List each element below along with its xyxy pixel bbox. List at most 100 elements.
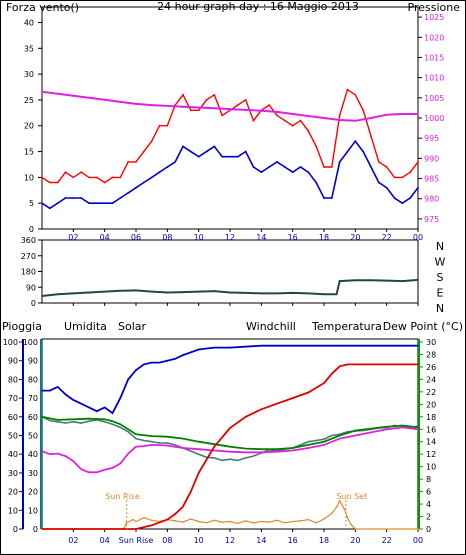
solar-line-point [315, 521, 317, 524]
panel3-rain-tick-label: 80 [28, 375, 38, 384]
pressure-line-point [260, 109, 263, 112]
wind-speed-line-point [189, 109, 192, 112]
pressure-line-point [72, 94, 75, 97]
panel1-x-tick-label: 04 [100, 233, 110, 242]
dewpoint-line-point [338, 437, 341, 440]
temperature-line-point [354, 429, 357, 432]
humidity-line-point [88, 406, 90, 409]
wind-direction-point [229, 291, 231, 294]
pressure-line-point [417, 113, 419, 115]
solar-line-point [284, 521, 286, 524]
wind-speed-line-point [417, 160, 419, 163]
wind-speed-line-point [283, 119, 286, 122]
wind-speed-line-point [127, 160, 130, 163]
wind-speed-line-point [48, 181, 51, 184]
wind-direction-point [335, 293, 338, 296]
humidity-line-point [72, 399, 75, 401]
solar-line-point [343, 508, 346, 510]
panel3-axes: 0102030405060708090100010203040506070809… [3, 338, 436, 545]
panel3-humidity-tick-label: 20 [8, 488, 18, 497]
wind-speed-line-point [182, 93, 184, 96]
dewpoint-line-point [127, 452, 129, 455]
windchill-line-point [323, 438, 325, 441]
windchill-line-point [127, 430, 129, 433]
wind-direction-point [354, 279, 357, 282]
windchill-line-point [331, 434, 333, 437]
wind-speed-line-point [299, 119, 302, 122]
rain-line-point [291, 397, 294, 399]
dewpoint-line-point [41, 450, 43, 452]
dewpoint-line-point [166, 444, 169, 447]
rain-line [42, 363, 418, 530]
wind-direction-point [213, 290, 216, 292]
panel1-left-tick-label: 35 [24, 44, 34, 53]
panel3-x-tick-label: 00 [413, 536, 423, 545]
panel3-humidity-tick-label: 100 [3, 338, 18, 347]
panel1-right-tick-label: 985 [424, 175, 439, 184]
wind-speed-line-point [401, 176, 404, 179]
panel3-rain-tick-label: 50 [28, 432, 38, 441]
wind-speed-line-point [377, 160, 380, 163]
wind-direction-point [119, 289, 122, 292]
humidity-line-point [56, 386, 59, 388]
humidity-line-point [370, 344, 372, 347]
solar-line-point [174, 520, 176, 522]
panel1-axes: 0510152025303540975980985990995100010051… [24, 13, 445, 242]
temperature-line-point [72, 418, 75, 421]
temperature-line-point [182, 437, 184, 440]
panel1-right-tick-label: 975 [424, 215, 439, 224]
windchill-line-point [88, 420, 90, 422]
panel1-right-tick-label: 1010 [424, 74, 444, 83]
pressure-line-point [338, 119, 341, 121]
windchill-line-point [135, 437, 137, 440]
gust-line-point [103, 202, 106, 205]
panel3-right-tick-label: 4 [426, 500, 431, 509]
gust-line-point [229, 155, 231, 158]
gust-line-point [370, 166, 372, 168]
legend-umidita: Umidita [64, 320, 107, 333]
wind-direction-point [56, 293, 59, 296]
rain-line-point [338, 365, 341, 368]
dewpoint-line-point [72, 460, 75, 462]
windchill-line-point [158, 442, 161, 444]
wind-direction-point [135, 289, 137, 292]
wind-speed-line-point [213, 93, 216, 96]
panel1-right-tick-label: 990 [424, 154, 439, 163]
dewpoint-line-point [291, 449, 294, 452]
wind-direction-point [291, 291, 294, 294]
gust-line-point [205, 150, 208, 153]
panel1-right-tick-label: 1025 [424, 13, 444, 22]
panel3-right-tick-label: 20 [426, 400, 436, 409]
wind-direction-point [260, 292, 263, 295]
windchill-line-point [166, 442, 169, 444]
gust-line-point [197, 155, 200, 158]
panel1-x-tick-label: 18 [319, 233, 329, 242]
panel3-rain-tick-label: 70 [28, 394, 38, 403]
wind-direction-point [182, 291, 184, 294]
rain-line-point [331, 372, 333, 375]
panel3-rain-tick-label: 90 [28, 357, 38, 366]
rain-line-point [41, 528, 43, 530]
wind-speed-line-point [291, 124, 294, 127]
gust-line-point [409, 197, 412, 199]
windchill-line-point [299, 444, 302, 446]
pressure-line-point [213, 107, 216, 110]
wind-speed-line-point [276, 114, 278, 117]
panel1-right-tick-label: 1020 [424, 33, 444, 42]
wind-speed-line-point [197, 109, 200, 112]
solar-line-point [229, 520, 231, 523]
humidity-line-point [135, 369, 137, 371]
gust-line-point [48, 207, 51, 210]
humidity-line-point [385, 344, 388, 347]
rain-line-point [190, 490, 192, 493]
panel1-x-tick-label: 10 [194, 233, 204, 242]
panel3-right-tick-label: 26 [426, 363, 436, 372]
windchill-line-point [174, 444, 176, 446]
wind-speed-line-point [88, 176, 90, 179]
pressure-line-point [307, 115, 310, 117]
wind-direction-point [307, 292, 310, 295]
panel1-left-tick-label: 0 [29, 225, 34, 234]
panel3-x-tick-label: 02 [68, 536, 78, 545]
wind-speed-line-point [119, 176, 122, 179]
